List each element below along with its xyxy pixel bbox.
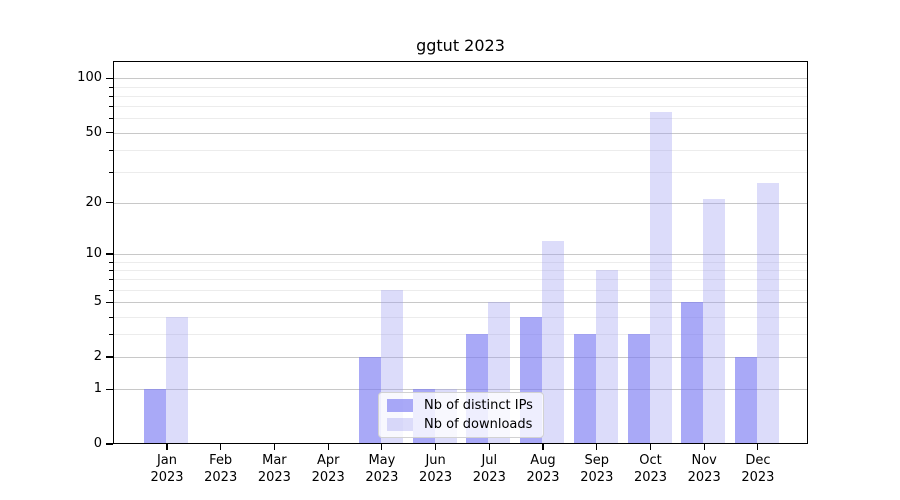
x-tick-label-year: 2023 [257, 470, 291, 485]
x-tick-label-year: 2023 [311, 470, 345, 485]
y-tick-label-20: 20 [85, 194, 102, 210]
x-tick-label-month: Apr [316, 453, 340, 468]
y-tick-100 [106, 77, 113, 79]
x-tick-label-sep: Sep 2023 [570, 452, 624, 486]
legend-row-downloads: Nb of downloads [387, 417, 535, 432]
x-tick-feb [220, 444, 222, 450]
x-tick-label-year: 2023 [526, 470, 560, 485]
x-tick-label-month: Jan [156, 453, 178, 468]
y-tick-label-100: 100 [77, 70, 102, 86]
y-tick-label-2: 2 [93, 349, 102, 364]
x-tick-label-year: 2023 [580, 470, 614, 485]
x-tick-apr [327, 444, 329, 450]
y-tick-50 [106, 131, 113, 134]
x-tick-label-jul: Jul 2023 [462, 452, 516, 486]
x-tick-label-month: Dec [745, 453, 771, 468]
legend-row-distinct-ips: Nb of distinct IPs [387, 398, 535, 413]
x-tick-label-year: 2023 [419, 470, 453, 485]
y-tick-1 [106, 388, 113, 390]
legend-label-downloads: Nb of downloads [424, 417, 533, 432]
y-tick-label-5: 5 [93, 294, 102, 310]
y-tick-label-50: 50 [85, 124, 102, 140]
y-tick-2 [106, 356, 113, 358]
x-tick-label-month: Jul [481, 453, 498, 468]
x-tick-aug [542, 444, 544, 450]
x-tick-label-year: 2023 [150, 470, 184, 485]
chart-title: ggtut 2023 [416, 36, 505, 55]
x-tick-label-month: Nov [691, 453, 717, 468]
x-tick-label-year: 2023 [687, 470, 721, 485]
y-tick-label-0: 0 [93, 436, 102, 451]
x-tick-may [381, 444, 383, 450]
x-tick-label-month: Aug [530, 453, 556, 468]
x-tick-label-apr: Apr 2023 [301, 452, 355, 486]
x-tick-label-year: 2023 [204, 470, 238, 485]
x-tick-label-year: 2023 [633, 470, 668, 485]
y-tick-label-1: 1 [93, 381, 102, 397]
x-tick-label-month: May [368, 453, 396, 468]
x-tick-label-month: Mar [262, 453, 287, 468]
plot-border [113, 61, 808, 444]
legend: Nb of distinct IPs Nb of downloads [378, 392, 544, 438]
x-tick-jul [488, 444, 490, 450]
x-tick-dec [757, 444, 759, 450]
x-tick-label-dec: Dec 2023 [731, 452, 785, 486]
x-tick-oct [649, 444, 652, 450]
x-tick-label-month: Feb [209, 453, 233, 468]
x-tick-label-year: 2023 [741, 470, 775, 485]
legend-swatch-distinct-ips [387, 399, 413, 412]
y-tick-label-10: 10 [85, 246, 102, 261]
x-tick-label-jun: Jun 2023 [409, 452, 463, 486]
x-tick-label-aug: Aug 2023 [516, 452, 570, 486]
x-tick-label-oct: Oct 2023 [624, 452, 678, 486]
x-tick-label-may: May 2023 [355, 452, 409, 486]
x-tick-label-month: Sep [584, 453, 610, 468]
x-tick-nov [703, 444, 705, 450]
y-tick-10 [106, 253, 113, 255]
x-tick-jun [435, 444, 437, 450]
x-tick-label-nov: Nov 2023 [677, 452, 731, 486]
y-tick-5 [106, 301, 113, 303]
x-tick-label-year: 2023 [365, 470, 399, 485]
x-tick-jan [166, 444, 168, 450]
x-tick-label-month: Jun [425, 453, 446, 468]
y-tick-20 [106, 202, 113, 204]
x-tick-label-jan: Jan 2023 [140, 452, 194, 486]
y-tick-0 [106, 443, 113, 445]
x-tick-label-year: 2023 [472, 470, 506, 485]
x-tick-label-feb: Feb 2023 [194, 452, 248, 486]
legend-label-distinct-ips: Nb of distinct IPs [424, 398, 533, 413]
x-tick-sep [596, 444, 598, 450]
x-tick-label-mar: Mar 2023 [247, 452, 301, 486]
x-tick-mar [273, 444, 275, 450]
x-tick-label-month: Oct [639, 453, 662, 468]
legend-swatch-downloads [387, 418, 413, 431]
